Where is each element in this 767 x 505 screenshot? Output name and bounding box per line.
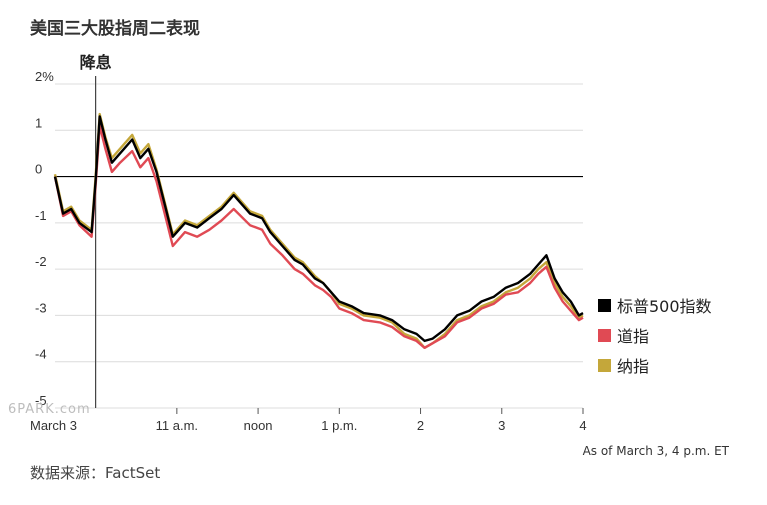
legend-swatch-nasdaq [598, 358, 611, 372]
y-tick-label: 1 [35, 115, 42, 130]
x-tick-label: 1 p.m. [321, 418, 357, 433]
x-tick-label: noon [244, 418, 273, 433]
series-line-2 [53, 112, 584, 349]
legend-label-dow: 道指 [617, 327, 650, 346]
x-tick-label: 4 [579, 418, 586, 433]
x-tick-label: March 3 [30, 418, 77, 433]
grid [55, 83, 583, 409]
chart-title: 美国三大股指周二表现 [30, 19, 200, 39]
source-note: 数据来源：FactSet [30, 464, 161, 482]
legend-label-nasdaq: 纳指 [617, 357, 650, 376]
series-line-1 [53, 124, 584, 349]
legend-swatch-sp500 [598, 298, 611, 312]
as-of-note: As of March 3, 4 p.m. ET [582, 444, 729, 458]
y-tick-label: 0 [35, 162, 42, 177]
legend-item-nasdaq: 纳指 [598, 350, 712, 380]
x-tick-label: 3 [498, 418, 505, 433]
event-marker: 降息 [80, 53, 112, 408]
y-tick-label: -4 [35, 347, 47, 362]
y-tick-label: -1 [35, 208, 47, 223]
x-tick-label: 11 a.m. [156, 418, 198, 433]
y-axis: 2% 1 0 -1 -2 -3 -4 -5 [35, 69, 54, 408]
x-axis: March 3 11 a.m. noon 1 p.m. 2 3 4 [30, 408, 587, 433]
legend-label-sp500: 标普500指数 [617, 297, 712, 316]
legend-swatch-dow [598, 328, 611, 342]
y-tick-label: -5 [35, 393, 47, 408]
event-label: 降息 [80, 53, 112, 72]
series-line-0 [53, 115, 584, 343]
x-tick-label: 2 [417, 418, 424, 433]
y-tick-label: 2% [35, 69, 54, 84]
y-tick-label: -3 [35, 300, 47, 315]
y-tick-label: -2 [35, 254, 47, 269]
legend-item-sp500: 标普500指数 [598, 290, 712, 320]
legend-item-dow: 道指 [598, 320, 712, 350]
watermark: 6PARK.com [8, 402, 91, 417]
legend: 标普500指数 道指 纳指 [598, 290, 712, 380]
series-lines [53, 112, 584, 349]
